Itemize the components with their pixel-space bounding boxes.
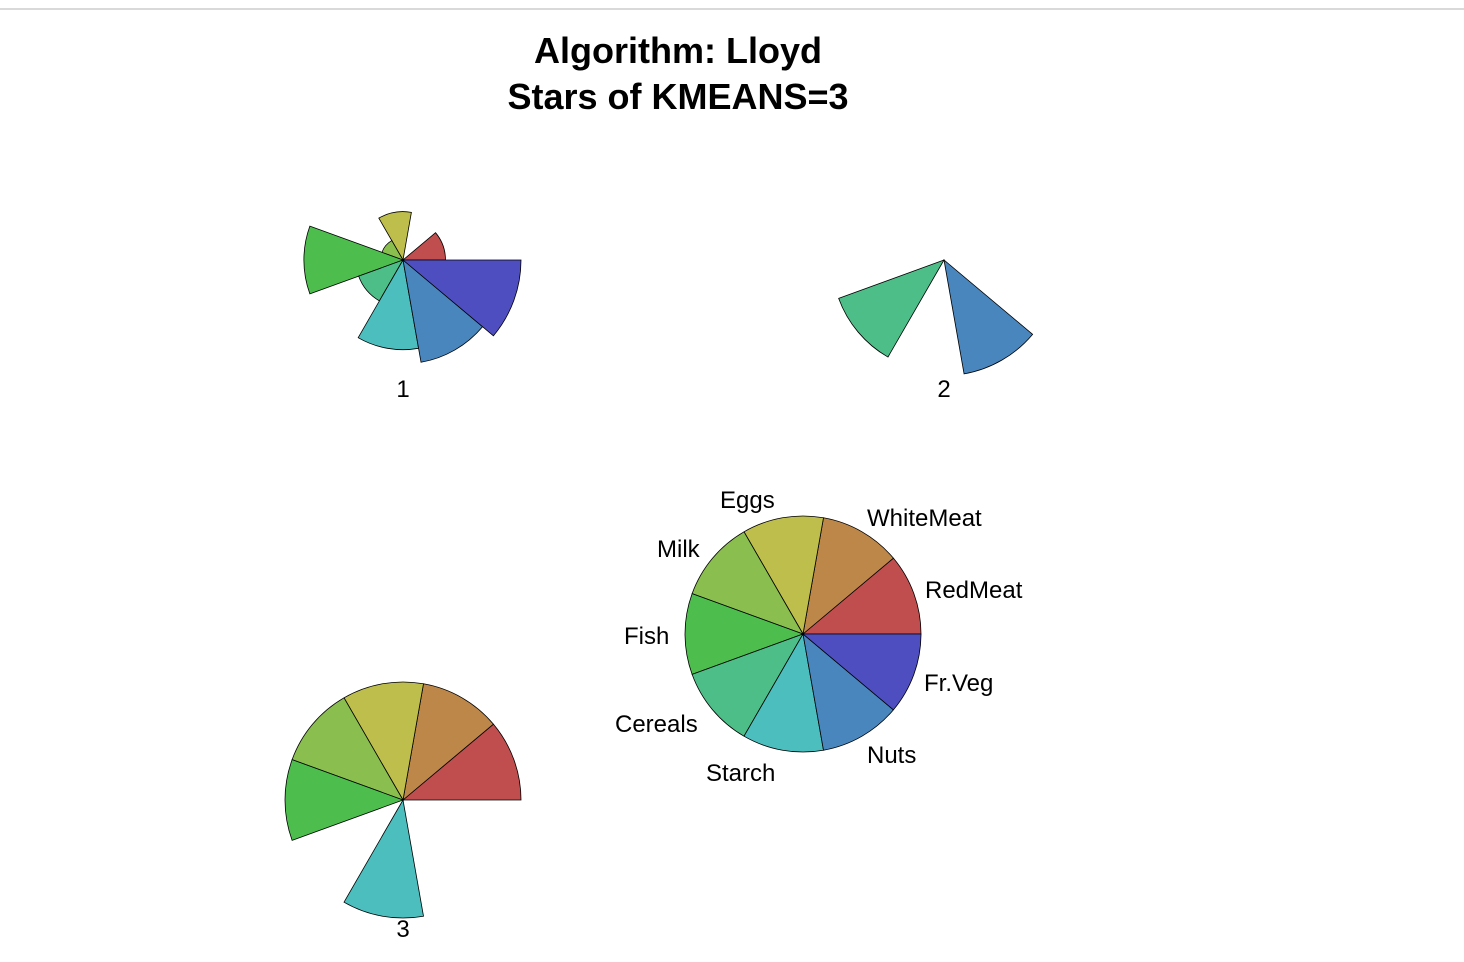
star-2-segment-cereals	[838, 259, 945, 358]
chart-title: Algorithm: Lloyd Stars of KMEANS=3	[0, 28, 1356, 120]
star-2-segment-nuts	[943, 258, 1034, 375]
star-label: 3	[396, 916, 409, 943]
key-label-redmeat: RedMeat	[925, 577, 1023, 604]
star-1-segment-redmeat	[401, 232, 446, 261]
key-segment-starch	[743, 632, 824, 753]
star-1: 1	[303, 211, 522, 403]
key-label-milk: Milk	[657, 536, 701, 563]
key-label-cereals: Cereals	[615, 711, 698, 738]
key-segment-redmeat	[801, 557, 922, 635]
key-label-whitemeat: WhiteMeat	[867, 505, 982, 532]
star-1-segment-nuts	[402, 258, 484, 363]
star-label: 1	[396, 376, 409, 403]
key-segment-cereals	[691, 633, 804, 737]
star-2: 2	[838, 258, 1034, 403]
key-label-eggs: Eggs	[720, 487, 775, 514]
star-1-segment-eggs	[378, 211, 412, 262]
star-3-segment-eggs	[343, 681, 424, 802]
star-3-segment-starch	[343, 798, 424, 919]
star-3-segment-fish	[284, 759, 405, 841]
key-segment-nuts	[802, 632, 894, 751]
key-label-nuts: Nuts	[867, 742, 916, 769]
star-1-segment-fish	[303, 225, 405, 295]
key-label-fr-veg: Fr.Veg	[924, 670, 993, 697]
key-segment-milk	[691, 531, 804, 635]
key-label-starch: Starch	[706, 760, 775, 787]
key-segment-fr-veg	[801, 633, 922, 711]
star-3-segment-milk	[291, 697, 404, 801]
chart-title-line2: Stars of KMEANS=3	[507, 76, 849, 117]
star-3-segment-whitemeat	[402, 683, 494, 802]
star-3-segment-redmeat	[401, 723, 522, 801]
key-segment-fish	[684, 593, 805, 675]
key-label-fish: Fish	[624, 623, 669, 650]
star-1-segment-fr-veg	[401, 259, 522, 337]
stars-layer: 1 2 3	[284, 211, 1034, 943]
key-segment-whitemeat	[802, 517, 894, 636]
chart-title-line1: Algorithm: Lloyd	[534, 30, 822, 71]
star-label: 2	[937, 376, 950, 403]
top-border	[0, 8, 1464, 10]
star-3: 3	[284, 681, 522, 943]
key-segment-eggs	[743, 515, 824, 636]
segment-key: RedMeat WhiteMeat Eggs Milk Fish Cereals Starc…	[615, 487, 1023, 787]
